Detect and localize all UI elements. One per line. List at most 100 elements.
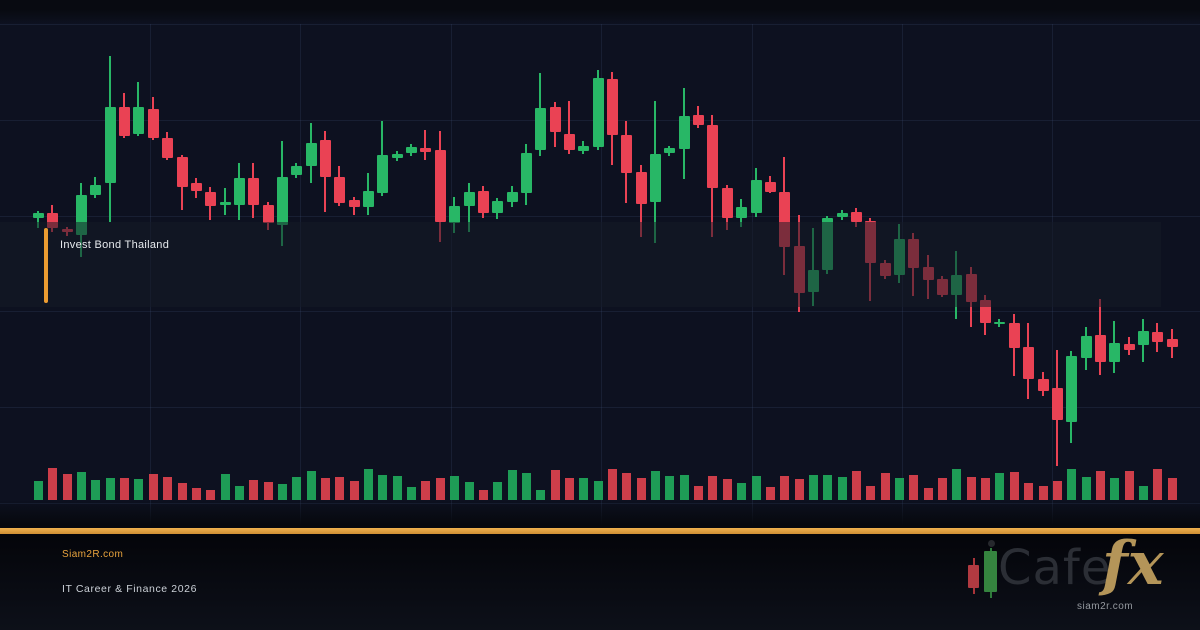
volume-bar	[436, 478, 445, 500]
candle-body	[205, 192, 216, 206]
candle-body	[851, 212, 862, 222]
candle-body	[1152, 332, 1163, 342]
volume-bar	[63, 474, 72, 500]
candle-body	[162, 138, 173, 158]
volume-bar	[579, 478, 588, 500]
volume-bar	[249, 480, 258, 500]
volume-bar	[335, 477, 344, 500]
logo-wordmark-main: Cafe	[998, 540, 1112, 596]
grid-hline	[0, 216, 1200, 217]
event-label: Invest Bond Thailand	[60, 239, 170, 251]
candle-body	[994, 322, 1005, 324]
candle-body	[707, 125, 718, 188]
candle-body	[148, 109, 159, 138]
footer-tagline: IT Career & Finance 2026	[62, 583, 198, 595]
volume-bar	[235, 486, 244, 500]
volume-bar	[952, 469, 961, 500]
volume-bar	[737, 483, 746, 500]
logo-pin-dot-icon	[987, 540, 995, 547]
volume-bar	[407, 487, 416, 500]
candle-body	[564, 134, 575, 150]
volume-bar	[149, 474, 158, 500]
candle-wick	[37, 211, 39, 228]
volume-bar	[192, 488, 201, 500]
candle-body	[133, 107, 144, 134]
volume-bar	[450, 476, 459, 500]
volume-bar	[278, 484, 287, 500]
volume-bar	[924, 488, 933, 500]
candle-body	[492, 201, 503, 213]
top-fade	[0, 0, 1200, 24]
candle-body	[263, 205, 274, 223]
volume-bar	[909, 475, 918, 500]
footer-site-label: Siam2R.com	[62, 549, 124, 560]
volume-bar	[752, 476, 761, 500]
volume-bar	[1053, 481, 1062, 500]
candle-body	[435, 150, 446, 222]
candle-body	[363, 191, 374, 207]
candle-body	[1009, 323, 1020, 348]
candle-body	[722, 188, 733, 218]
candle-body	[751, 180, 762, 213]
candle-body	[105, 107, 116, 183]
volume-bar	[536, 490, 545, 500]
volume-bar	[120, 478, 129, 500]
volume-bar	[465, 482, 474, 500]
volume-bar	[1153, 469, 1162, 500]
volume-bar	[48, 468, 57, 500]
candle-body	[650, 154, 661, 202]
candle-body	[1167, 339, 1178, 347]
volume-bar	[1010, 472, 1019, 500]
candle-body	[47, 213, 58, 228]
volume-bar	[1110, 478, 1119, 500]
candle-body	[779, 192, 790, 247]
pre-footer-fade	[0, 500, 1200, 528]
candle-body	[1038, 379, 1049, 391]
volume-bar	[823, 475, 832, 500]
candle-body	[521, 153, 532, 193]
candle-body	[1081, 336, 1092, 358]
volume-bar	[508, 470, 517, 500]
volume-bar	[378, 475, 387, 500]
event-marker-line	[44, 228, 48, 303]
volume-bar	[292, 477, 301, 500]
candle-body	[320, 140, 331, 177]
volume-bar	[1039, 486, 1048, 500]
volume-bar	[780, 476, 789, 500]
volume-bar	[1082, 477, 1091, 500]
volume-bar	[551, 470, 560, 500]
volume-bar	[967, 477, 976, 500]
volume-bar	[350, 481, 359, 500]
volume-bar	[594, 481, 603, 500]
candle-body	[234, 178, 245, 205]
volume-bar	[1067, 469, 1076, 500]
logo-green-candle-body	[984, 551, 997, 592]
candle-body	[736, 207, 747, 218]
volume-bar	[106, 478, 115, 500]
volume-bar	[77, 472, 86, 500]
volume-bar	[163, 477, 172, 500]
volume-bar	[1168, 478, 1177, 500]
candle-body	[1124, 344, 1135, 350]
volume-bar	[1125, 471, 1134, 500]
volume-bar	[1096, 471, 1105, 500]
candle-body	[1138, 331, 1149, 345]
candle-body	[507, 192, 518, 202]
candle-body	[90, 185, 101, 195]
candle-body	[1109, 343, 1120, 362]
volume-bar	[680, 475, 689, 500]
candle-body	[334, 177, 345, 203]
candle-body	[765, 182, 776, 192]
volume-bar	[608, 469, 617, 500]
volume-bar	[866, 486, 875, 500]
volume-bar	[393, 476, 402, 500]
candle-body	[277, 177, 288, 225]
volume-bar	[493, 482, 502, 500]
volume-bar	[938, 478, 947, 500]
volume-bar	[852, 471, 861, 500]
grid-hline	[0, 407, 1200, 408]
candle-body	[1095, 335, 1106, 362]
volume-bar	[895, 478, 904, 500]
volume-bar	[206, 490, 215, 500]
